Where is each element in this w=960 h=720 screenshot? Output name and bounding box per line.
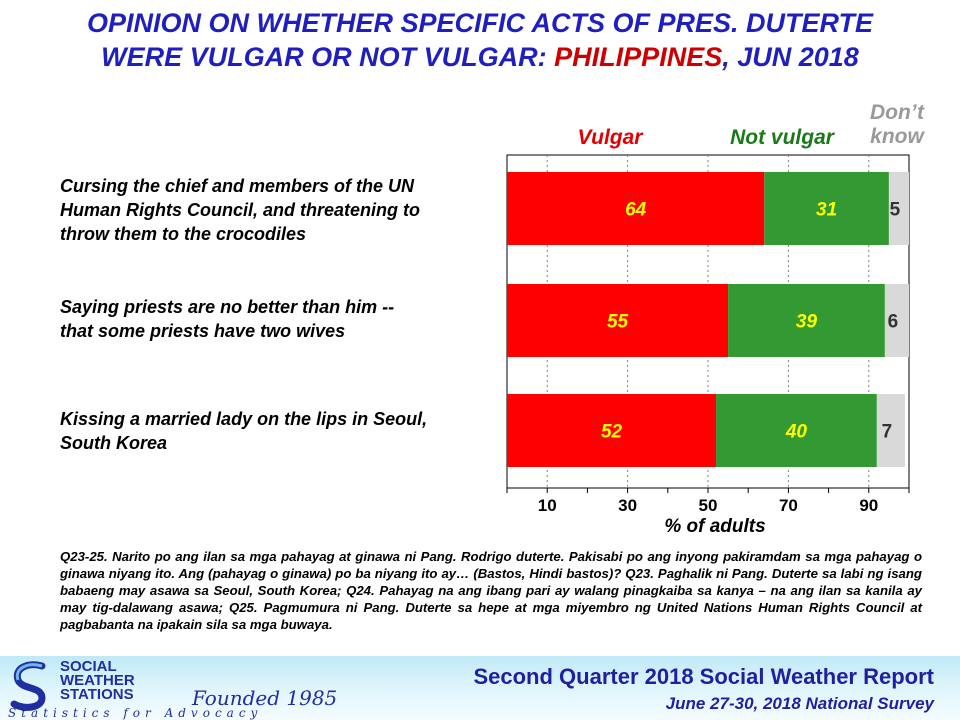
bar-1-not-vulgar [764, 172, 889, 245]
bar-2-don-t-know [884, 284, 909, 357]
data-label-2-1: 55 [607, 312, 629, 333]
org-name-line2: WEATHER [60, 672, 135, 689]
x-tick-label: 90 [859, 496, 878, 515]
bar-1-vulgar [507, 172, 765, 245]
org-name: SOCIAL WEATHER STATIONS [60, 658, 135, 703]
sws-logo-icon [10, 661, 46, 711]
x-tick-label: 10 [538, 496, 557, 515]
data-label-3-2: 40 [785, 422, 808, 443]
survey-dates: June 27-30, 2018 National Survey [665, 694, 934, 713]
legend-not-vulgar: Not vulgar [730, 126, 834, 149]
bar-1-don-t-know [888, 172, 909, 245]
legend-dont-know: Don’t know [852, 101, 942, 149]
x-tick-label: 30 [618, 496, 637, 515]
category-1-line-1: Cursing the chief and members of the UN [60, 176, 415, 196]
data-label-1-3: 5 [890, 200, 901, 221]
founded-text: Founded 1985 [192, 686, 338, 710]
report-title: Second Quarter 2018 Social Weather Repor… [473, 664, 934, 689]
category-label-1: Cursing the chief and members of the UN … [60, 174, 500, 246]
data-label-3-1: 52 [601, 422, 623, 443]
legend-dont-know-line1: Don’t [869, 101, 925, 124]
tagline: Statistics for Advocacy [8, 706, 263, 720]
x-tick-label: 50 [699, 496, 718, 515]
data-label-1-2: 31 [816, 200, 837, 221]
footer-banner: SOCIAL WEATHER STATIONS Founded 1985 Sta… [0, 656, 960, 720]
org-name-line1: SOCIAL [60, 658, 117, 675]
category-label-2: Saying priests are no better than him --… [60, 295, 500, 343]
data-label-1-1: 64 [625, 200, 647, 221]
data-label-2-2: 39 [796, 312, 818, 333]
category-2-line-2: that some priests have two wives [60, 321, 346, 341]
bar-2-vulgar [507, 284, 729, 357]
category-label-3: Kissing a married lady on the lips in Se… [60, 407, 500, 455]
x-tick-label: 70 [779, 496, 798, 515]
title-line-1: OPINION ON WHETHER SPECIFIC ACTS OF PRES… [86, 8, 874, 38]
title-country: PHILIPPINES [554, 42, 723, 72]
chart-title: OPINION ON WHETHER SPECIFIC ACTS OF PRES… [0, 6, 960, 74]
category-3-line-2: South Korea [60, 433, 168, 453]
data-label-3-3: 7 [882, 422, 893, 443]
category-1-line-3: throw them to the crocodiles [60, 224, 307, 244]
org-name-line3: STATIONS [60, 686, 134, 703]
bar-3-not-vulgar [716, 394, 877, 467]
category-3-line-1: Kissing a married lady on the lips in Se… [60, 409, 428, 429]
bar-3-don-t-know [876, 394, 905, 467]
question-note: Q23-25. Narito po ang ilan sa mga pahaya… [60, 549, 922, 632]
category-2-line-1: Saying priests are no better than him -- [60, 297, 395, 317]
legend-vulgar: Vulgar [577, 126, 643, 149]
title-line-2a: WERE VULGAR OR NOT VULGAR: [101, 42, 555, 72]
x-axis-label: % of adults [664, 516, 766, 537]
bar-3-vulgar [507, 394, 717, 467]
bar-2-not-vulgar [728, 284, 885, 357]
legend-dont-know-line2: know [870, 125, 924, 148]
data-label-2-3: 6 [888, 312, 899, 333]
title-line-2c: , JUN 2018 [722, 42, 859, 72]
category-1-line-2: Human Rights Council, and threatening to [60, 200, 420, 220]
